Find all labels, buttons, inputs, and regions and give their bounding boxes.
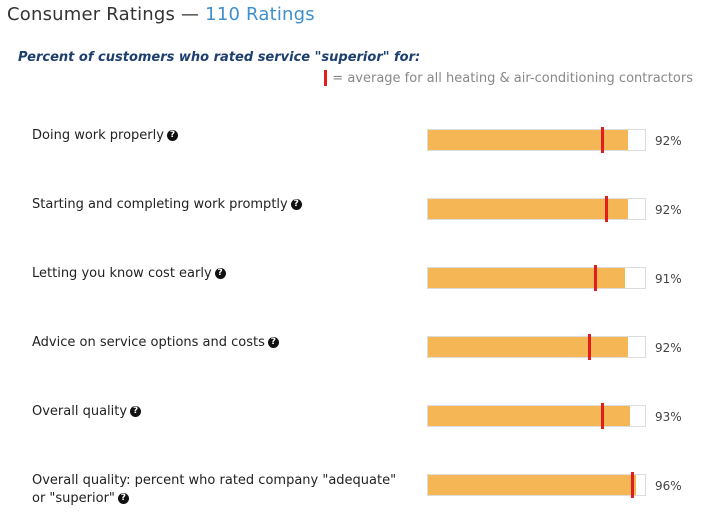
rating-bar-fill (428, 130, 628, 150)
rating-row-overall-quality: Overall quality? 93% (0, 395, 707, 455)
rating-row-adequate-or-superior: Overall quality: percent who rated compa… (0, 464, 707, 524)
rating-label: Letting you know cost early? (32, 265, 402, 283)
rating-average-marker (600, 403, 604, 429)
rating-bar (427, 196, 646, 222)
rating-average-marker (630, 472, 634, 498)
rating-percent: 92% (655, 134, 682, 148)
rating-label: Starting and completing work promptly? (32, 196, 402, 214)
rating-bar (427, 334, 646, 360)
rating-row-cost-early: Letting you know cost early? 91% (0, 257, 707, 317)
help-icon[interactable]: ? (117, 493, 129, 504)
help-icon[interactable]: ? (214, 268, 226, 279)
rating-percent: 96% (655, 479, 682, 493)
rating-bar-fill (428, 337, 628, 357)
rating-label: Doing work properly? (32, 127, 402, 145)
rating-bar (427, 403, 646, 429)
rating-label: Overall quality: percent who rated compa… (32, 473, 397, 506)
rating-bar-fill (428, 475, 637, 495)
rating-label: Overall quality? (32, 403, 402, 421)
page-title: Consumer Ratings — 110 Ratings (7, 4, 315, 25)
help-icon[interactable]: ? (166, 130, 178, 141)
rating-average-marker (604, 196, 608, 222)
legend-text: = average for all heating & air-conditio… (332, 70, 693, 86)
ratings-count-link[interactable]: 110 Ratings (205, 4, 315, 25)
rating-bar (427, 265, 646, 291)
average-marker-icon (324, 70, 328, 86)
rating-bar-fill (428, 199, 628, 219)
rating-bar-fill (428, 406, 630, 426)
rating-percent: 91% (655, 272, 682, 286)
rating-average-marker (587, 334, 591, 360)
rating-bar (427, 472, 646, 498)
rating-percent: 92% (655, 203, 682, 217)
rating-percent: 92% (655, 341, 682, 355)
rating-row-prompt-work: Starting and completing work promptly? 9… (0, 188, 707, 248)
rating-bar-fill (428, 268, 626, 288)
help-icon[interactable]: ? (130, 406, 142, 417)
help-icon[interactable]: ? (290, 199, 302, 210)
rating-bar (427, 127, 646, 153)
title-separator: — (181, 4, 200, 25)
legend: = average for all heating & air-conditio… (324, 70, 693, 86)
rating-percent: 93% (655, 410, 682, 424)
rating-label: Advice on service options and costs? (32, 334, 402, 352)
rating-row-advice: Advice on service options and costs? 92% (0, 326, 707, 386)
rating-average-marker (600, 127, 604, 153)
ratings-subtitle: Percent of customers who rated service "… (18, 50, 421, 65)
help-icon[interactable]: ? (267, 337, 279, 348)
ratings-title: Consumer Ratings (7, 4, 176, 25)
rating-average-marker (594, 265, 598, 291)
rating-row-work-properly: Doing work properly? 92% (0, 119, 707, 179)
